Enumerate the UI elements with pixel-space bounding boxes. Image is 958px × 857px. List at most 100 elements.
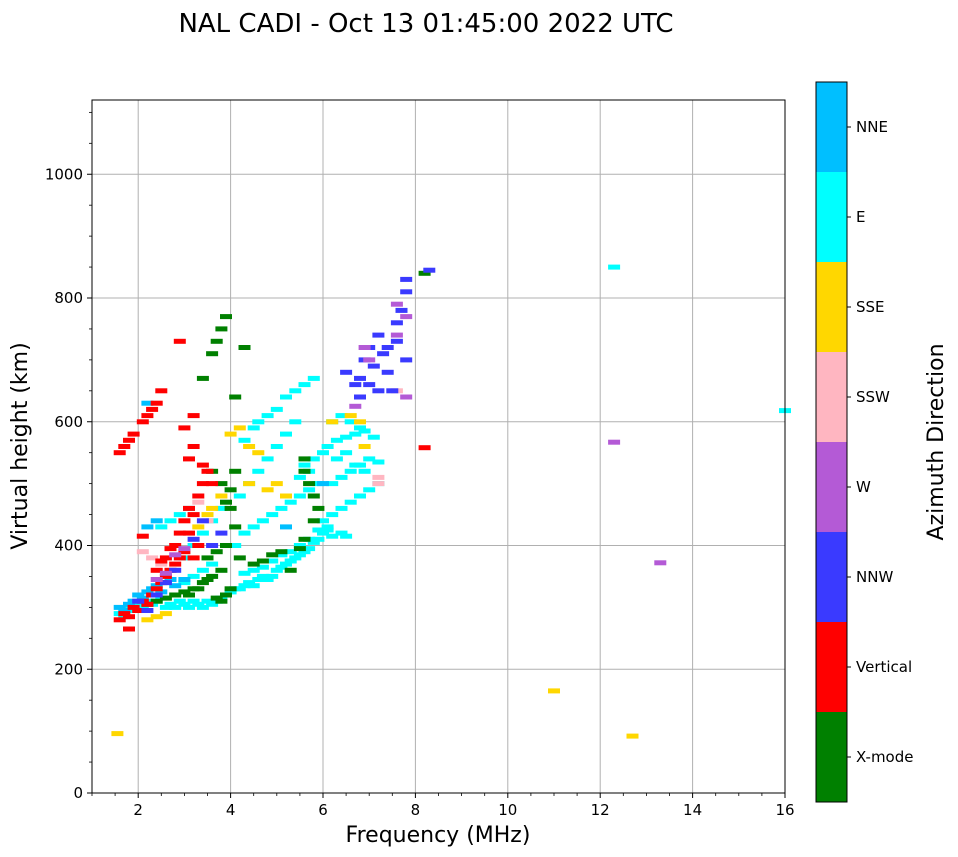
data-point — [146, 555, 159, 561]
data-point — [123, 626, 135, 632]
colorbar-tick-label: SSW — [856, 388, 890, 406]
data-point — [307, 375, 320, 381]
data-point — [548, 688, 560, 694]
data-point — [155, 388, 168, 394]
data-point — [201, 468, 214, 474]
colorbar-tick-label: X-mode — [856, 748, 913, 766]
data-point — [275, 505, 288, 511]
data-point — [307, 493, 320, 499]
data-point — [229, 468, 242, 474]
data-point — [192, 493, 205, 499]
data-point — [390, 332, 403, 338]
data-point — [270, 481, 283, 487]
data-point — [220, 592, 232, 598]
data-point — [247, 561, 260, 567]
data-point — [349, 403, 362, 409]
chart-title: NAL CADI - Oct 13 01:45:00 2022 UTC — [178, 9, 673, 39]
data-point — [164, 546, 177, 552]
data-point — [141, 400, 154, 406]
data-point — [280, 524, 292, 530]
data-point — [252, 450, 265, 456]
data-point — [390, 320, 403, 326]
x-tick-label: 6 — [318, 801, 328, 819]
data-point — [210, 338, 223, 344]
data-point — [136, 533, 149, 539]
data-point — [150, 592, 163, 598]
data-point — [192, 543, 205, 548]
data-point — [256, 564, 269, 570]
data-point — [372, 388, 385, 394]
data-point — [317, 530, 329, 536]
colorbar-tick-label: E — [856, 208, 865, 226]
colorbar-segment — [816, 262, 847, 352]
data-point — [159, 573, 172, 579]
data-point — [358, 428, 371, 434]
data-point — [210, 549, 223, 555]
x-tick-label: 16 — [775, 801, 794, 819]
data-point — [196, 567, 209, 573]
data-point — [275, 564, 288, 570]
data-point — [340, 369, 353, 375]
data-point — [141, 524, 154, 530]
data-point — [303, 487, 316, 493]
data-point — [340, 450, 353, 456]
data-point — [238, 345, 251, 350]
data-point — [363, 382, 376, 388]
data-point — [270, 406, 283, 412]
data-point — [284, 567, 297, 573]
data-point — [201, 577, 214, 582]
data-point — [178, 546, 191, 552]
data-point — [196, 462, 209, 468]
data-point — [220, 543, 232, 548]
data-point — [608, 439, 621, 445]
data-point — [358, 444, 371, 449]
data-point — [293, 493, 306, 499]
data-point — [298, 549, 311, 555]
data-point — [654, 560, 667, 566]
data-point — [358, 468, 371, 474]
data-point — [215, 481, 228, 487]
y-tick-label: 600 — [54, 413, 83, 431]
data-point — [169, 552, 182, 558]
data-point — [206, 481, 219, 487]
data-point — [418, 445, 431, 451]
data-point — [270, 567, 283, 573]
data-point — [284, 549, 297, 555]
data-point — [317, 450, 329, 456]
data-point — [340, 533, 353, 539]
data-point — [178, 601, 191, 607]
data-point — [173, 530, 186, 536]
x-tick-label: 2 — [133, 801, 143, 819]
data-point — [293, 552, 306, 558]
data-point — [150, 583, 163, 589]
data-point — [349, 462, 362, 468]
data-point — [224, 431, 237, 437]
series-w — [150, 301, 667, 582]
data-point — [132, 608, 145, 613]
data-point — [321, 527, 334, 533]
data-point — [136, 549, 149, 555]
data-point — [247, 524, 260, 530]
colorbar-frame — [815, 81, 848, 803]
data-point — [266, 552, 279, 558]
data-point — [159, 555, 172, 561]
data-point — [127, 604, 140, 610]
data-point — [150, 577, 163, 582]
data-point — [118, 444, 131, 449]
data-point — [173, 338, 186, 344]
data-point — [335, 413, 348, 419]
data-point — [178, 580, 191, 586]
data-point — [187, 413, 200, 419]
data-point — [196, 375, 209, 381]
data-point — [354, 419, 366, 425]
data-point — [150, 400, 163, 406]
data-point — [155, 561, 168, 567]
data-point — [252, 468, 265, 474]
data-point — [187, 573, 200, 579]
data-point — [187, 536, 200, 542]
data-point — [354, 493, 366, 499]
data-point — [123, 437, 135, 443]
data-point — [224, 586, 237, 592]
data-point — [173, 555, 186, 561]
